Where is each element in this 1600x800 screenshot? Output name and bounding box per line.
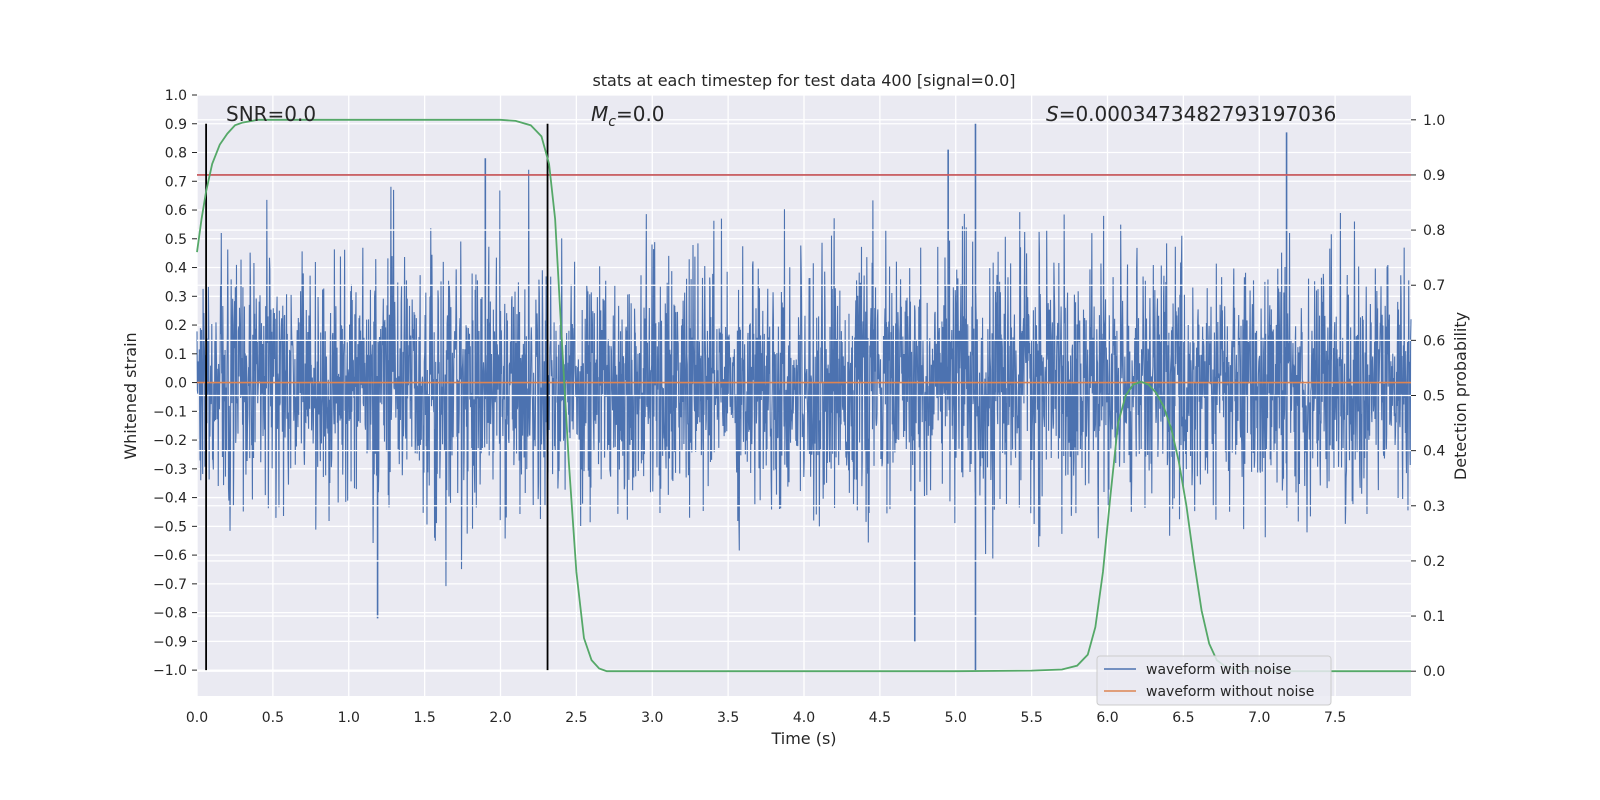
x-tick-label: 1.5 [413, 710, 435, 726]
x-tick-label: 6.5 [1172, 710, 1194, 726]
y-tick-label: −0.9 [153, 634, 187, 650]
legend-label-noise: waveform with noise [1146, 662, 1291, 678]
chart-title: stats at each timestep for test data 400… [592, 71, 1015, 90]
y2-tick-label: 0.1 [1423, 609, 1445, 625]
y-tick-label: 0.7 [165, 174, 187, 190]
y-axis-label: Whitened strain [121, 332, 140, 459]
lines [196, 118, 1411, 673]
y-tick-label: −0.1 [153, 404, 187, 420]
y-tick-label: 0.3 [165, 289, 187, 305]
y2-tick-label: 0.4 [1423, 444, 1445, 460]
mc-value: =0.0 [616, 102, 665, 126]
x-tick-label: 6.0 [1096, 710, 1118, 726]
x-tick-label: 7.5 [1324, 710, 1346, 726]
mc-subscript: c [608, 114, 616, 130]
y2-tick-label: 0.2 [1423, 554, 1445, 570]
s-annotation: S=0.0003473482793197036 [1046, 102, 1336, 126]
y-tick-label: −0.5 [153, 519, 187, 535]
x-tick-label: 4.0 [793, 710, 815, 726]
y-tick-label: −1.0 [153, 663, 187, 679]
x-tick-label: 5.5 [1020, 710, 1042, 726]
y-tick-label: 0.9 [165, 117, 187, 133]
detection-probability-line [196, 118, 1411, 673]
x-tick-label: 1.0 [338, 710, 360, 726]
y-tick-label: 0.0 [165, 376, 187, 392]
x-tick-label: 3.0 [641, 710, 663, 726]
s-symbol: S [1046, 102, 1059, 126]
legend: waveform with noise waveform without noi… [1096, 655, 1332, 706]
mc-symbol: M [591, 102, 608, 126]
axes: 0.0 0.5 1.0 1.5 2.0 2.5 3.0 3.5 4.0 4.5 5.0 5.5 6.0 6… [153, 88, 1445, 726]
y-tick-label: 0.5 [165, 232, 187, 248]
snr-annotation: SNR=0.0 [226, 102, 316, 126]
y-tick-label: −0.6 [153, 548, 187, 564]
y2-tick-label: 0.6 [1423, 333, 1445, 349]
y-tick-label: −0.2 [153, 433, 187, 449]
y-tick-label: −0.3 [153, 462, 187, 478]
legend-box [1096, 655, 1332, 706]
legend-label-clean: waveform without noise [1146, 684, 1314, 700]
y2-tick-label: 0.9 [1423, 168, 1445, 184]
y2-tick-label: 1.0 [1423, 113, 1445, 129]
x-tick-label: 2.5 [565, 710, 587, 726]
y-tick-label: 0.4 [165, 261, 187, 277]
y-tick-label: −0.8 [153, 606, 187, 622]
x-tick-label: 4.5 [869, 710, 891, 726]
y2-tick-label: 0.7 [1423, 278, 1445, 294]
y-tick-label: 0.1 [165, 347, 187, 363]
y2-tick-label: 0.5 [1423, 389, 1445, 405]
x-tick-label: 2.0 [489, 710, 511, 726]
y2-tick-label: 0.8 [1423, 223, 1445, 239]
y2-tick-label: 0.0 [1423, 664, 1445, 680]
x-tick-label: 0.5 [262, 710, 284, 726]
y-tick-label: −0.7 [153, 577, 187, 593]
x-axis-label: Time (s) [770, 729, 836, 748]
y-tick-label: −0.4 [153, 491, 187, 507]
y-tick-label: 0.2 [165, 318, 187, 334]
s-value: =0.0003473482793197036 [1059, 102, 1337, 126]
noise-series [196, 123, 1412, 671]
x-tick-label: 3.5 [717, 710, 739, 726]
y-tick-label: 0.6 [165, 203, 187, 219]
mc-annotation: Mc=0.0 [591, 102, 665, 130]
x-tick-label: 7.0 [1248, 710, 1270, 726]
y2-tick-label: 0.3 [1423, 499, 1445, 515]
noise-waveform-line [196, 169, 1412, 587]
y-tick-label: 1.0 [165, 88, 187, 104]
y-tick-label: 0.8 [165, 146, 187, 162]
x-tick-label: 0.0 [186, 710, 208, 726]
y2-axis-label: Detection probability [1451, 312, 1470, 480]
x-tick-label: 5.0 [945, 710, 967, 726]
